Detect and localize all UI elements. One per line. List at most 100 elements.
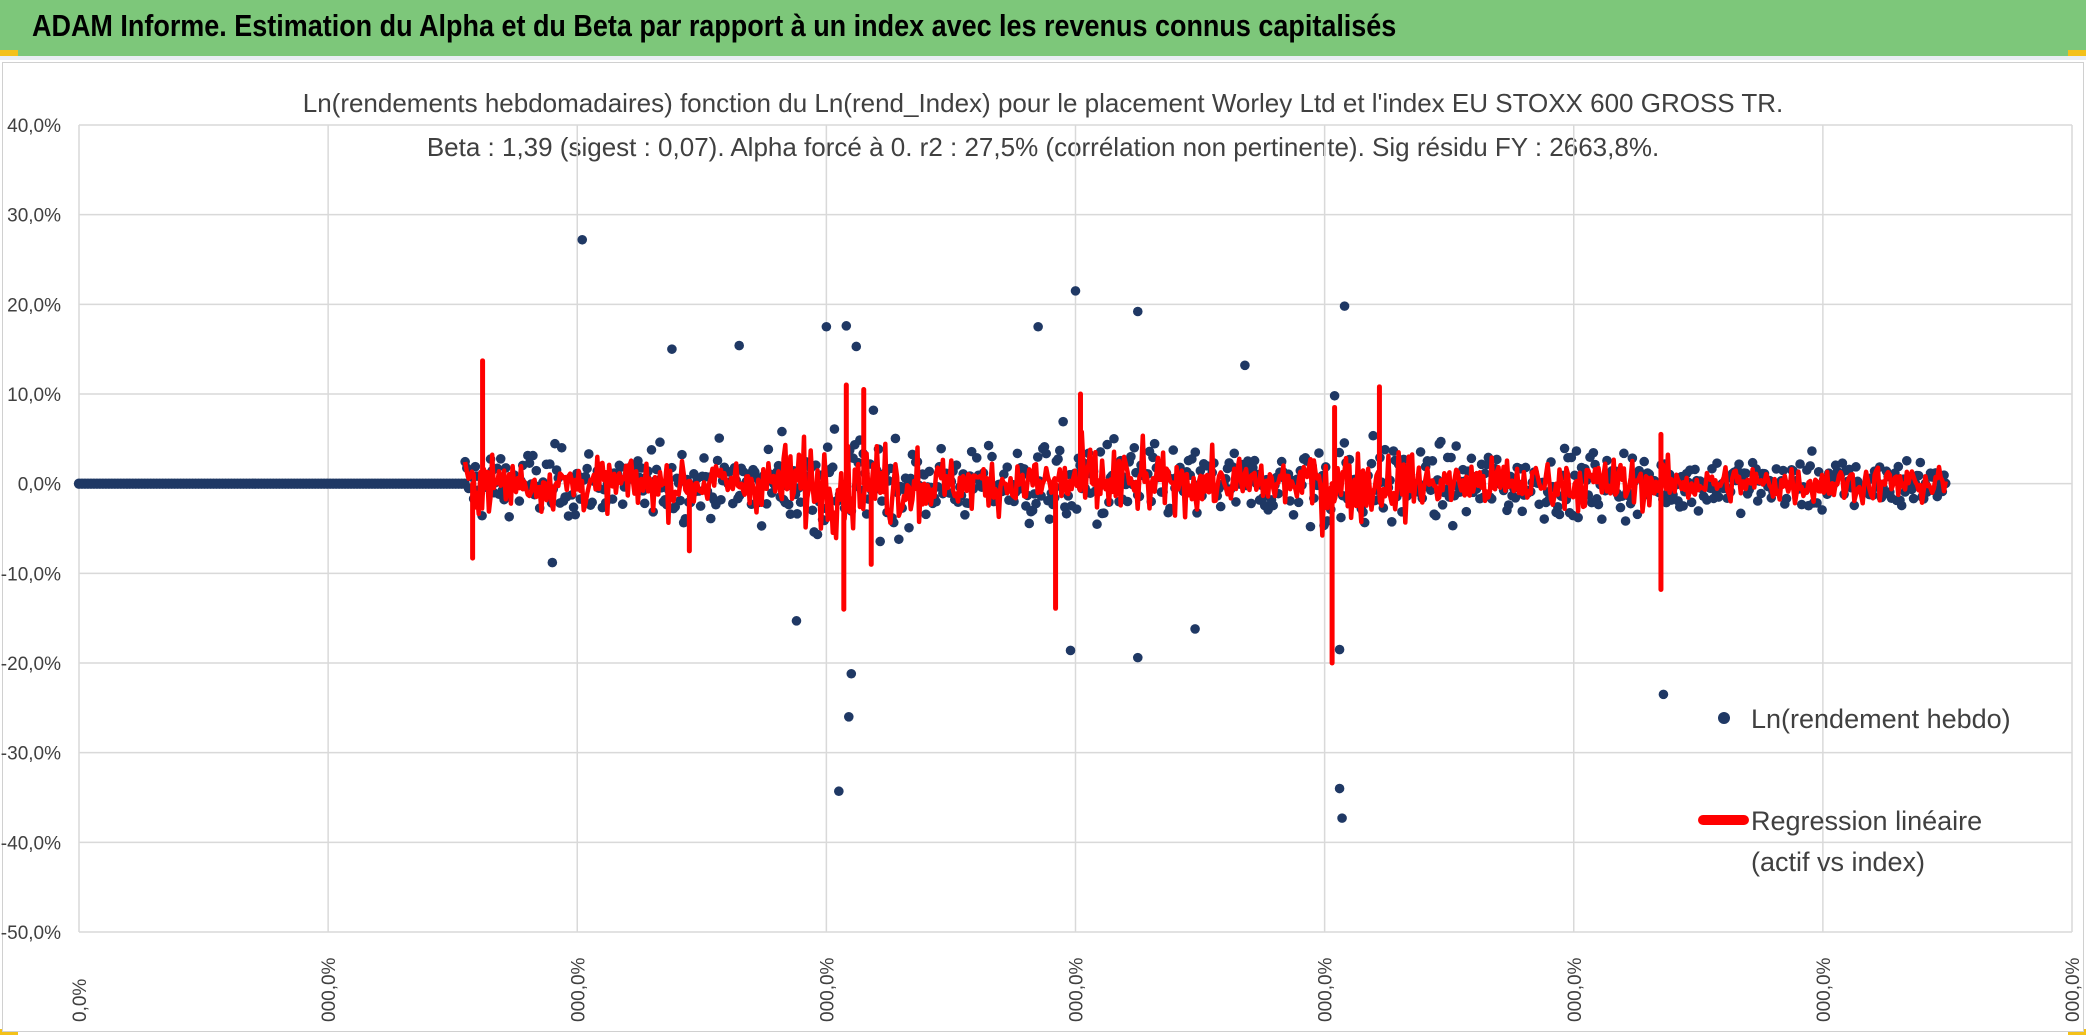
x-tick-label: 000,0% bbox=[568, 957, 589, 1022]
data-point bbox=[1329, 390, 1340, 401]
data-point bbox=[851, 341, 862, 352]
y-tick-label: 0,0% bbox=[18, 475, 61, 496]
data-point bbox=[1336, 512, 1346, 523]
data-point bbox=[1229, 448, 1240, 459]
data-point bbox=[1510, 493, 1521, 503]
data-point bbox=[1425, 485, 1436, 496]
data-point bbox=[1620, 516, 1631, 526]
data-point bbox=[1065, 645, 1076, 656]
data-point bbox=[921, 509, 931, 520]
data-point bbox=[821, 321, 832, 332]
data-point bbox=[1658, 689, 1669, 700]
data-point bbox=[617, 499, 628, 509]
data-point bbox=[1851, 462, 1861, 472]
data-point bbox=[1012, 448, 1023, 459]
data-point bbox=[1461, 506, 1472, 517]
data-point bbox=[1466, 453, 1477, 464]
data-point bbox=[924, 466, 935, 477]
data-point bbox=[1122, 496, 1133, 507]
data-point bbox=[785, 509, 796, 520]
data-point bbox=[1554, 509, 1565, 520]
data-point bbox=[868, 405, 879, 416]
data-point bbox=[1148, 452, 1158, 463]
data-point bbox=[1492, 454, 1502, 465]
x-tick-label: 000,0% bbox=[1316, 957, 1337, 1022]
data-point bbox=[1539, 514, 1550, 524]
data-point bbox=[1446, 452, 1456, 463]
data-point bbox=[1092, 519, 1102, 530]
data-point bbox=[827, 462, 838, 473]
data-point bbox=[470, 461, 481, 472]
data-point bbox=[829, 424, 840, 434]
data-point bbox=[822, 442, 833, 452]
data-point bbox=[556, 442, 567, 453]
data-point bbox=[1190, 624, 1200, 634]
data-point bbox=[777, 426, 787, 437]
y-tick-label: 20,0% bbox=[7, 295, 61, 316]
data-point bbox=[1778, 465, 1788, 476]
data-point bbox=[1817, 505, 1827, 515]
data-point bbox=[1095, 447, 1106, 457]
data-point bbox=[1517, 506, 1528, 517]
data-point bbox=[1559, 443, 1570, 454]
data-point bbox=[568, 502, 579, 513]
data-point bbox=[1756, 488, 1766, 499]
regression-line bbox=[462, 429, 1948, 541]
data-point bbox=[960, 509, 970, 520]
data-point bbox=[1058, 416, 1068, 427]
data-point bbox=[875, 536, 885, 547]
data-point bbox=[846, 668, 857, 679]
data-point bbox=[1712, 458, 1722, 468]
data-point bbox=[761, 499, 772, 509]
data-point bbox=[1314, 448, 1324, 458]
y-tick-label: 40,0% bbox=[7, 116, 61, 137]
x-tick-label: 000,0% bbox=[1565, 957, 1586, 1022]
data-point bbox=[1837, 458, 1848, 469]
data-point bbox=[646, 445, 657, 455]
corner-marker bbox=[2068, 1029, 2086, 1035]
chart-subtitle: Beta : 1,39 (sigest : 0,07). Alpha forcé… bbox=[426, 132, 1660, 162]
y-tick-label: 30,0% bbox=[7, 206, 61, 227]
data-point bbox=[877, 496, 887, 506]
data-point bbox=[1639, 456, 1650, 467]
data-point bbox=[705, 513, 716, 524]
data-point bbox=[783, 499, 794, 510]
data-point bbox=[514, 496, 525, 506]
data-point bbox=[894, 534, 904, 545]
data-point bbox=[1071, 504, 1082, 514]
data-point bbox=[1248, 462, 1258, 473]
data-point bbox=[1249, 455, 1260, 466]
data-point bbox=[1044, 514, 1055, 524]
data-point bbox=[1566, 452, 1577, 463]
legend-label-regression: Regression linéaire bbox=[1751, 806, 1982, 836]
data-point bbox=[1451, 441, 1461, 451]
data-point bbox=[951, 460, 962, 470]
data-point bbox=[639, 498, 650, 509]
data-point bbox=[1436, 436, 1446, 447]
y-tick-label: 10,0% bbox=[7, 385, 61, 406]
data-point bbox=[841, 321, 852, 331]
data-point bbox=[524, 458, 535, 468]
data-point bbox=[1368, 430, 1378, 441]
data-point bbox=[1240, 360, 1250, 371]
data-point bbox=[763, 444, 774, 455]
data-point bbox=[1285, 496, 1295, 506]
data-point bbox=[1002, 462, 1013, 472]
data-point bbox=[699, 453, 709, 463]
data-point bbox=[580, 471, 591, 482]
data-point bbox=[547, 557, 558, 568]
data-point bbox=[1627, 453, 1638, 463]
data-point bbox=[712, 455, 723, 466]
data-point bbox=[1215, 501, 1226, 512]
y-tick-label: -50,0% bbox=[1, 923, 61, 944]
y-tick-label: -30,0% bbox=[1, 744, 61, 765]
data-point bbox=[1033, 321, 1043, 332]
data-point bbox=[1908, 493, 1919, 504]
data-point bbox=[1061, 508, 1072, 519]
data-point bbox=[1380, 444, 1390, 455]
chart-area bbox=[2, 62, 2084, 1032]
data-point bbox=[1735, 508, 1746, 519]
data-point bbox=[1752, 496, 1763, 506]
data-point bbox=[936, 443, 946, 454]
data-point bbox=[1388, 446, 1399, 456]
